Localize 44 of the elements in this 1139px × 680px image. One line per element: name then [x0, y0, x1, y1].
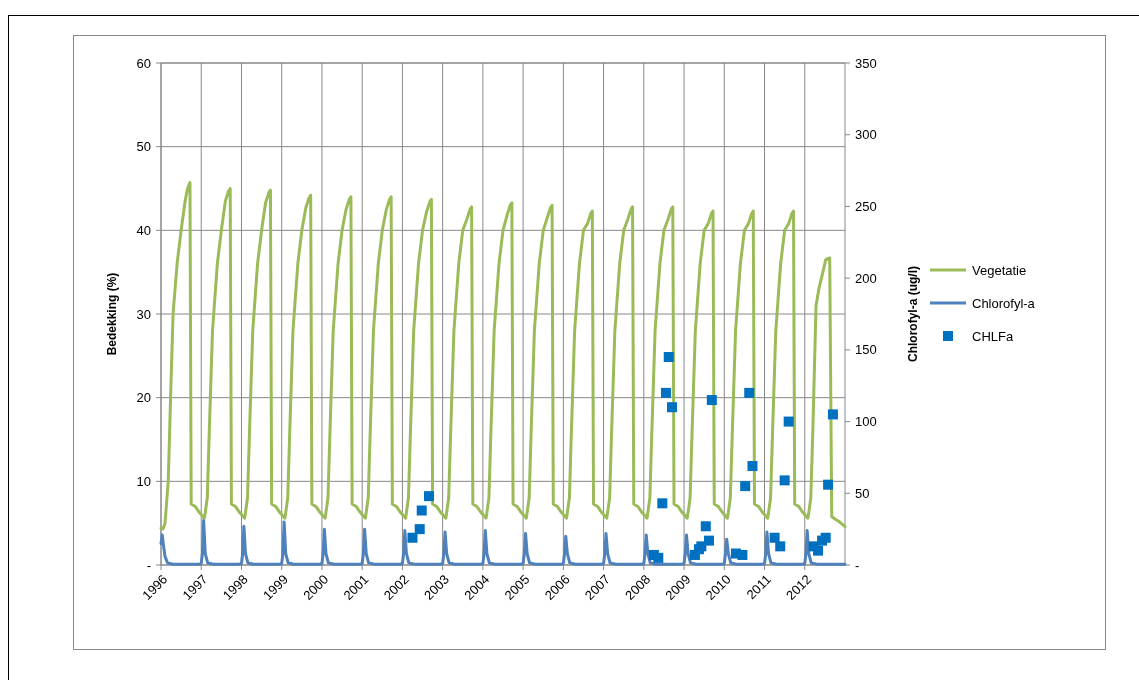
point: [663, 352, 674, 363]
y-tick-label: 20: [136, 390, 151, 406]
y-axis-title: Bedekking (%): [105, 272, 119, 356]
y-tick-label: 10: [136, 473, 151, 489]
point: [416, 505, 427, 516]
point: [657, 498, 668, 509]
point: [769, 532, 780, 543]
y-tick-label: 60: [136, 55, 151, 71]
point: [775, 541, 786, 552]
point: [740, 481, 751, 492]
y-tick-label: -: [146, 557, 151, 573]
point: [783, 416, 794, 427]
point: [407, 532, 418, 543]
y2-tick-label: 200: [855, 270, 877, 286]
point: [666, 402, 677, 413]
legend-label: Vegetatie: [972, 262, 1027, 278]
y-tick-label: 50: [136, 139, 151, 155]
point: [827, 409, 838, 420]
y-tick-label: 40: [136, 222, 151, 238]
point: [423, 491, 434, 502]
legend-label: Chlorofyl-a: [972, 295, 1036, 311]
point: [414, 524, 425, 535]
point: [747, 461, 758, 472]
y2-tick-label: 50: [855, 485, 870, 501]
point: [813, 545, 824, 556]
y2-tick-label: 300: [855, 127, 877, 143]
y2-tick-label: -: [855, 557, 860, 573]
point: [744, 387, 755, 398]
point: [660, 387, 671, 398]
point: [823, 479, 834, 490]
point: [779, 475, 790, 486]
point: [704, 535, 715, 546]
y-tick-label: 30: [136, 306, 151, 322]
point: [653, 552, 664, 563]
point: [706, 395, 717, 406]
legend-label: CHLFa: [972, 328, 1014, 344]
y2-axis-title: Chlorofyl-a (ug/l): [906, 266, 920, 362]
y2-tick-label: 100: [855, 414, 877, 430]
point: [700, 521, 711, 532]
y2-tick-label: 250: [855, 198, 877, 214]
y2-tick-label: 350: [855, 55, 877, 71]
point: [737, 549, 748, 560]
line-series: [159, 181, 847, 531]
y2-tick-label: 150: [855, 342, 877, 358]
